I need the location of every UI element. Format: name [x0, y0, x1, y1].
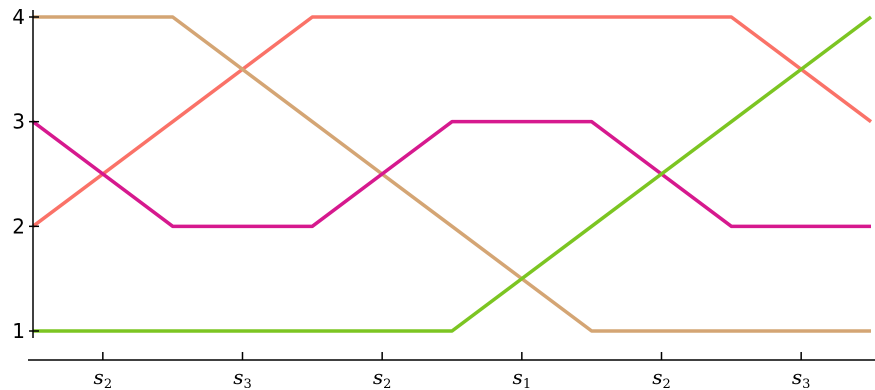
x-tick-label: s3: [792, 365, 811, 390]
y-tick-label: 1: [12, 319, 25, 343]
x-ticks: s2 s3 s2 s1 s2 s3: [94, 352, 811, 390]
x-tick-label: s2: [94, 365, 113, 390]
y-tick-label: 2: [12, 214, 25, 238]
series-line-1: [31, 15, 873, 228]
axes-layer: [28, 10, 875, 361]
series-line-2: [33, 15, 871, 333]
series-layer: [31, 15, 873, 333]
x-tick-label: s2: [373, 365, 392, 390]
x-tick-label: s2: [652, 365, 671, 390]
x-tick-label: s1: [513, 365, 532, 390]
series-line-4: [33, 15, 873, 333]
x-tick-label: s3: [233, 365, 252, 390]
series-line-3: [31, 119, 871, 229]
y-ticks: 1 2 3 4: [12, 5, 39, 343]
y-tick-label: 3: [12, 110, 25, 134]
y-tick-label: 4: [12, 5, 25, 29]
